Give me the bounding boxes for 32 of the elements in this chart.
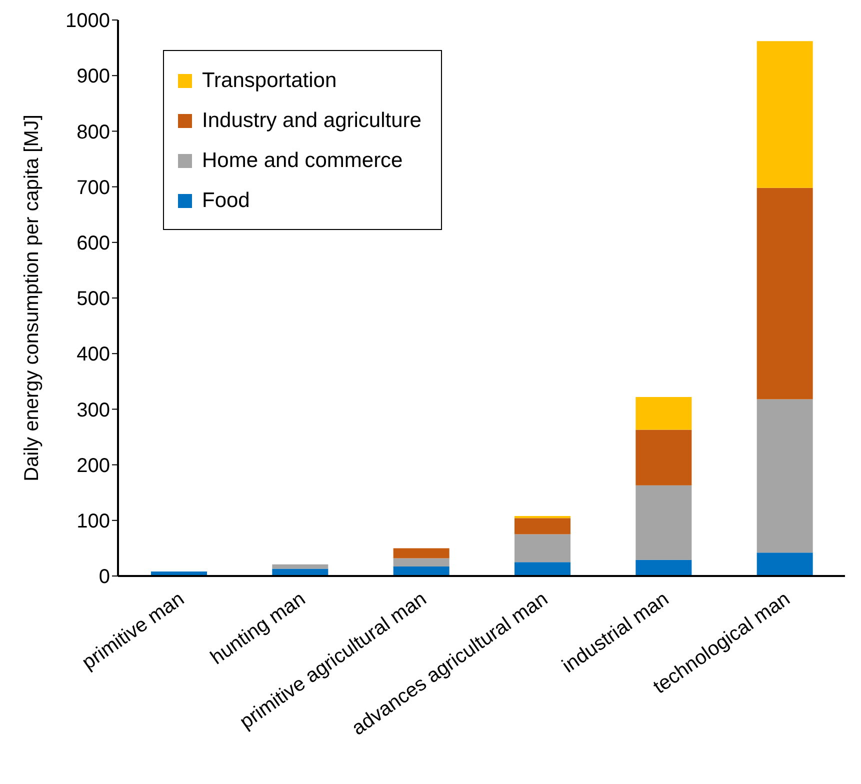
- y-tick-label: 200: [76, 454, 110, 477]
- legend-label: Home and commerce: [202, 148, 403, 174]
- y-tick-label: 500: [76, 288, 110, 310]
- bar: [514, 562, 570, 576]
- y-tick-label: 600: [76, 232, 110, 254]
- bar: [636, 485, 692, 560]
- y-tick-label: 1000: [66, 10, 110, 32]
- y-tick-label: 100: [76, 510, 110, 532]
- bar: [514, 534, 570, 562]
- bar: [393, 558, 450, 567]
- y-tick-label: 800: [76, 121, 110, 144]
- bar: [756, 41, 813, 188]
- legend-label: Food: [202, 188, 250, 214]
- legend-label: Transportation: [202, 68, 337, 94]
- bar: [514, 518, 570, 534]
- y-tick-label: 700: [76, 176, 110, 199]
- y-axis-title: Daily energy consumption per capita [MJ]: [21, 114, 44, 482]
- y-tick-label: 300: [76, 399, 110, 422]
- bar: [514, 516, 570, 518]
- legend-label: Industry and agriculture: [202, 108, 422, 134]
- y-tick-label: 400: [76, 344, 110, 366]
- bar: [756, 552, 813, 576]
- bar: [393, 566, 450, 576]
- bar: [636, 560, 692, 576]
- y-tick-label: 900: [76, 66, 110, 88]
- bar: [636, 430, 692, 486]
- bar: [393, 548, 450, 558]
- y-tick-label: 0: [98, 566, 110, 588]
- bar: [756, 399, 813, 553]
- bar: [272, 564, 328, 569]
- bar: [636, 396, 692, 430]
- bar: [756, 188, 813, 400]
